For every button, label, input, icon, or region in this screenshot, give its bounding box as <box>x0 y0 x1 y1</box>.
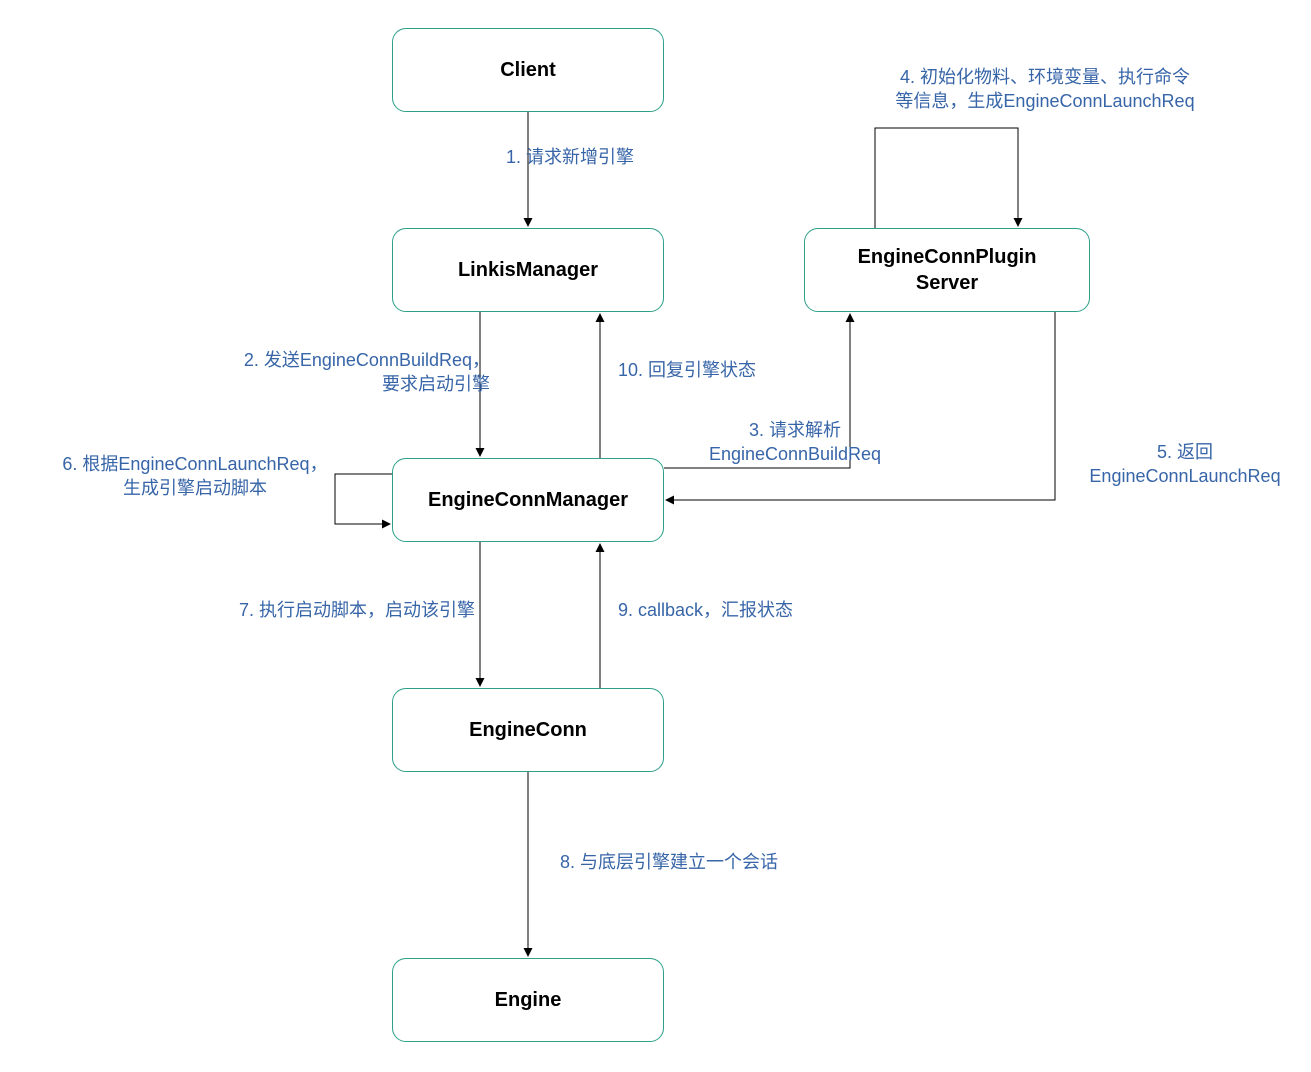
edge-label-6: 6. 根据EngineConnLaunchReq， 生成引擎启动脚本 <box>55 452 335 501</box>
node-client: Client <box>392 28 664 112</box>
edge-label-4: 4. 初始化物料、环境变量、执行命令 等信息，生成EngineConnLaunc… <box>790 65 1300 114</box>
edge-label-3: 3. 请求解析 EngineConnBuildReq <box>685 418 905 467</box>
node-label: EngineConnPlugin Server <box>858 244 1037 296</box>
edge-label-8: 8. 与底层引擎建立一个会话 <box>560 850 820 874</box>
edge-label-2: 2. 发送EngineConnBuildReq， 要求启动引擎 <box>200 348 490 397</box>
node-label: EngineConnManager <box>428 487 628 513</box>
node-engineconn-manager: EngineConnManager <box>392 458 664 542</box>
edge-label-7: 7. 执行启动脚本，启动该引擎 <box>215 598 475 622</box>
edge-label-10: 10. 回复引擎状态 <box>618 358 818 382</box>
node-linkis-manager: LinkisManager <box>392 228 664 312</box>
node-label: Engine <box>495 987 562 1013</box>
node-label: EngineConn <box>469 717 587 743</box>
node-engineconnplugin-server: EngineConnPlugin Server <box>804 228 1090 312</box>
edge-label-9: 9. callback，汇报状态 <box>618 598 838 622</box>
node-label: Client <box>500 57 556 83</box>
node-engineconn: EngineConn <box>392 688 664 772</box>
node-label: LinkisManager <box>458 257 598 283</box>
edge-label-1: 1. 请求新增引擎 <box>435 145 705 169</box>
node-engine: Engine <box>392 958 664 1042</box>
edge-label-5: 5. 返回 EngineConnLaunchReq <box>1075 440 1295 489</box>
